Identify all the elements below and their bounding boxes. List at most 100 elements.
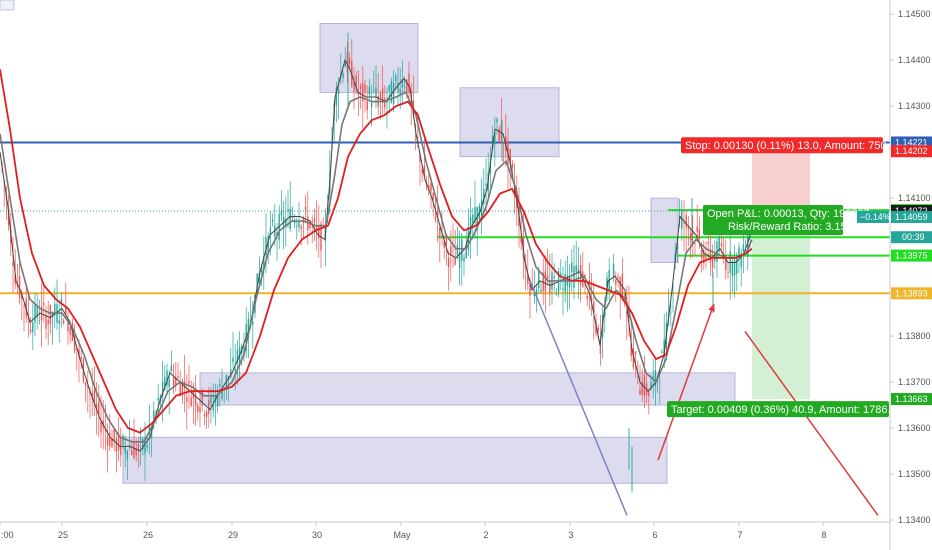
candle-body <box>150 428 153 438</box>
y-tick-label: 1.14100 <box>898 193 931 203</box>
candle-body <box>194 393 197 407</box>
candle-body <box>49 304 52 324</box>
price-tag <box>891 262 932 275</box>
candle-body <box>485 183 487 186</box>
candle-body <box>346 52 349 73</box>
candle-body <box>542 272 544 292</box>
candle-body <box>742 244 745 252</box>
candle-body <box>115 438 118 452</box>
price-tag <box>891 287 932 300</box>
trend-line[interactable] <box>529 280 628 516</box>
candle-body <box>258 273 261 283</box>
candle-body <box>648 390 650 397</box>
candle-body <box>234 368 236 371</box>
candle-body <box>260 266 263 273</box>
zone-box[interactable] <box>319 22 419 93</box>
change-tag <box>857 210 889 223</box>
candle-body <box>122 435 124 445</box>
candle-body <box>406 79 408 93</box>
candle-body <box>113 428 115 441</box>
arrow-shaft[interactable] <box>657 303 715 461</box>
candle-body <box>23 305 25 307</box>
candle-body <box>168 379 170 388</box>
candle-body <box>463 257 465 262</box>
candle-body <box>287 209 289 212</box>
candle-body <box>315 225 318 231</box>
candle-body <box>175 377 177 386</box>
trend-line[interactable] <box>744 331 879 516</box>
price-tag-label: 1.14221 <box>895 137 928 147</box>
candle-body <box>289 208 291 230</box>
candle-body <box>483 188 485 204</box>
candle-body <box>181 380 184 396</box>
candle-body <box>111 438 113 448</box>
candle-body <box>511 163 514 169</box>
candle-body <box>309 221 311 229</box>
candle-body <box>188 380 190 384</box>
y-tick-label: 1.13800 <box>898 331 931 341</box>
candle-body <box>87 385 89 388</box>
zone-box[interactable] <box>459 87 560 158</box>
candle-body <box>208 399 210 414</box>
candle-body <box>626 311 628 314</box>
zone-box[interactable] <box>650 197 679 263</box>
candle-body <box>219 383 221 387</box>
candle-body <box>711 258 714 268</box>
target-zone[interactable] <box>752 211 810 400</box>
y-tick-label: 1.13600 <box>898 423 931 433</box>
candle-body <box>210 397 212 404</box>
candle-body <box>311 220 313 222</box>
candle-body <box>342 73 344 78</box>
candle-body <box>80 356 82 360</box>
stop-label-box <box>681 137 883 154</box>
candle-body <box>672 287 674 289</box>
candle-body <box>731 261 734 276</box>
candle-body <box>201 390 203 402</box>
ratio-label: Risk/Reward Ratio: 3.15 <box>728 221 847 233</box>
price-tag <box>891 393 932 406</box>
arrow-head-icon <box>708 303 715 312</box>
candle-body <box>434 216 437 220</box>
candle-body <box>619 277 621 295</box>
position-tool[interactable] <box>752 151 810 400</box>
zone-box[interactable] <box>122 436 668 484</box>
candle-body <box>54 303 56 316</box>
candle-body <box>337 88 340 95</box>
candle-body <box>197 405 199 412</box>
candle-body <box>265 237 267 256</box>
candle-body <box>280 211 283 216</box>
candle-body <box>641 382 643 395</box>
candle-body <box>300 226 302 229</box>
candle-body <box>513 187 516 195</box>
candle-body <box>267 235 269 255</box>
candle-body <box>355 75 357 90</box>
candle-body <box>474 206 476 223</box>
candle-body <box>34 305 36 323</box>
pnl-label-box <box>703 205 843 235</box>
candle-body <box>318 225 320 239</box>
trendlines-layer[interactable] <box>529 280 879 516</box>
candle-body <box>461 239 463 261</box>
candle-body <box>687 226 690 230</box>
stop-zone[interactable] <box>752 151 810 211</box>
candle-body <box>685 215 687 228</box>
candle-body <box>469 217 472 234</box>
candle-body <box>142 438 144 450</box>
candle-body <box>417 136 419 138</box>
candle-body <box>170 365 173 371</box>
candle-body <box>313 218 316 223</box>
y-tick-label: 1.14300 <box>898 101 931 111</box>
candle-body <box>568 276 571 288</box>
candle-body <box>78 348 80 357</box>
price-tag <box>891 249 932 262</box>
candle-body <box>84 382 87 386</box>
price-tag-label: 1.13975 <box>895 251 928 261</box>
price-tag-label: 1.13663 <box>895 394 928 404</box>
candle-body <box>291 217 294 219</box>
candle-body <box>500 123 503 140</box>
candle-body <box>430 183 432 192</box>
candle-body <box>676 245 679 249</box>
candle-body <box>399 89 401 96</box>
candle-body <box>370 102 373 107</box>
